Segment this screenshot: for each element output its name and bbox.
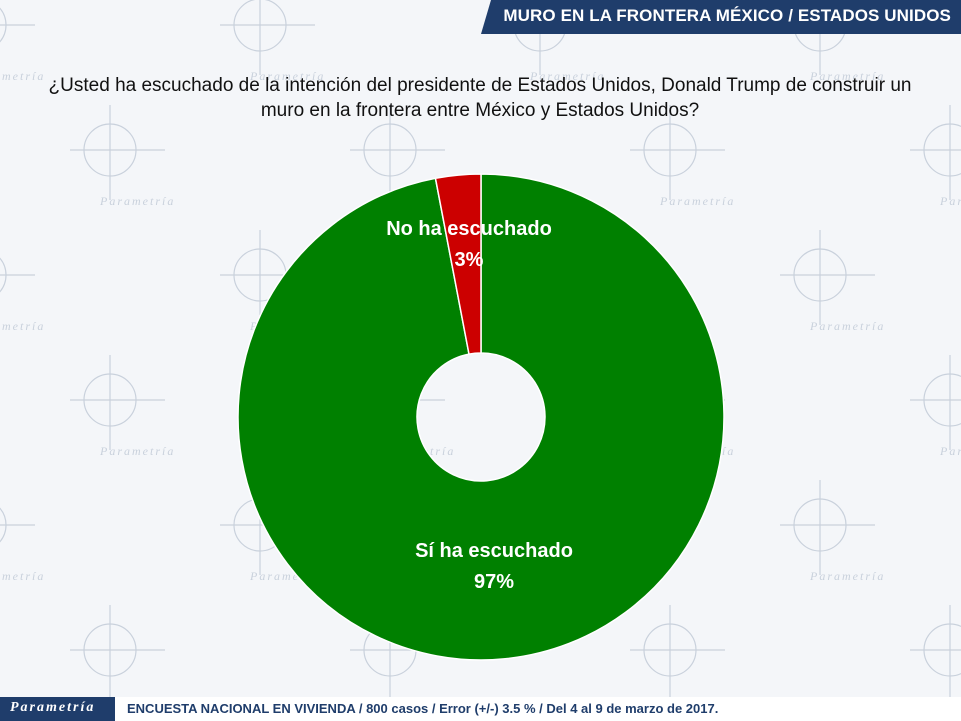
watermark-motif: [220, 0, 315, 75]
watermark-text: Parametría: [0, 319, 45, 333]
footer-band: Parametría ENCUESTA NACIONAL EN VIVIENDA…: [0, 697, 961, 721]
watermark-text: Parametría: [659, 194, 735, 208]
slice-label-1: No ha escuchado: [386, 218, 552, 240]
watermark-motif: [70, 355, 165, 450]
slice-value-1: 3%: [455, 249, 484, 271]
watermark-text: Parametría: [529, 69, 605, 83]
watermark-text: Parametría: [809, 319, 885, 333]
slice-1: [434, 173, 482, 356]
watermark-motif: [0, 7, 35, 43]
watermark-motif: [780, 230, 875, 325]
watermark-motif: [70, 105, 165, 200]
slice-value-0: 97%: [474, 571, 514, 593]
watermark-motif: [0, 257, 35, 293]
watermark-text: Parametría: [809, 69, 885, 83]
footer-logo-box: Parametría: [0, 697, 115, 721]
slice-label-0: Sí ha escuchado: [415, 540, 573, 562]
watermark-motif: [910, 355, 961, 450]
watermark-motif: [630, 605, 725, 700]
watermark-motif: [910, 605, 961, 700]
watermark-motif: [350, 105, 445, 200]
watermark-text: Parametría: [939, 194, 961, 208]
watermark-text: Parametría: [939, 444, 961, 458]
watermark-text: Parametría: [809, 569, 885, 583]
survey-question: ¿Usted ha escuchado de la intención del …: [48, 75, 912, 121]
page-title: MURO EN LA FRONTERA MÉXICO / ESTADOS UNI…: [503, 6, 951, 25]
watermark-text: Parametría: [99, 194, 175, 208]
watermark-motif: [780, 480, 875, 575]
slice-0: [237, 173, 725, 661]
watermark-motif: [910, 105, 961, 200]
watermark-motif: [70, 605, 165, 700]
watermark-text: Parametría: [99, 444, 175, 458]
survey-footnote: ENCUESTA NACIONAL EN VIVIENDA / 800 caso…: [127, 701, 719, 716]
parametria-logo: Parametría: [10, 700, 96, 715]
watermark-text: Parametría: [249, 69, 325, 83]
watermark-motif: [0, 507, 35, 543]
watermark-text: Parametría: [0, 69, 45, 83]
watermark-text: Parametría: [0, 569, 45, 583]
header-band: [481, 0, 961, 34]
watermark-motif: [630, 105, 725, 200]
